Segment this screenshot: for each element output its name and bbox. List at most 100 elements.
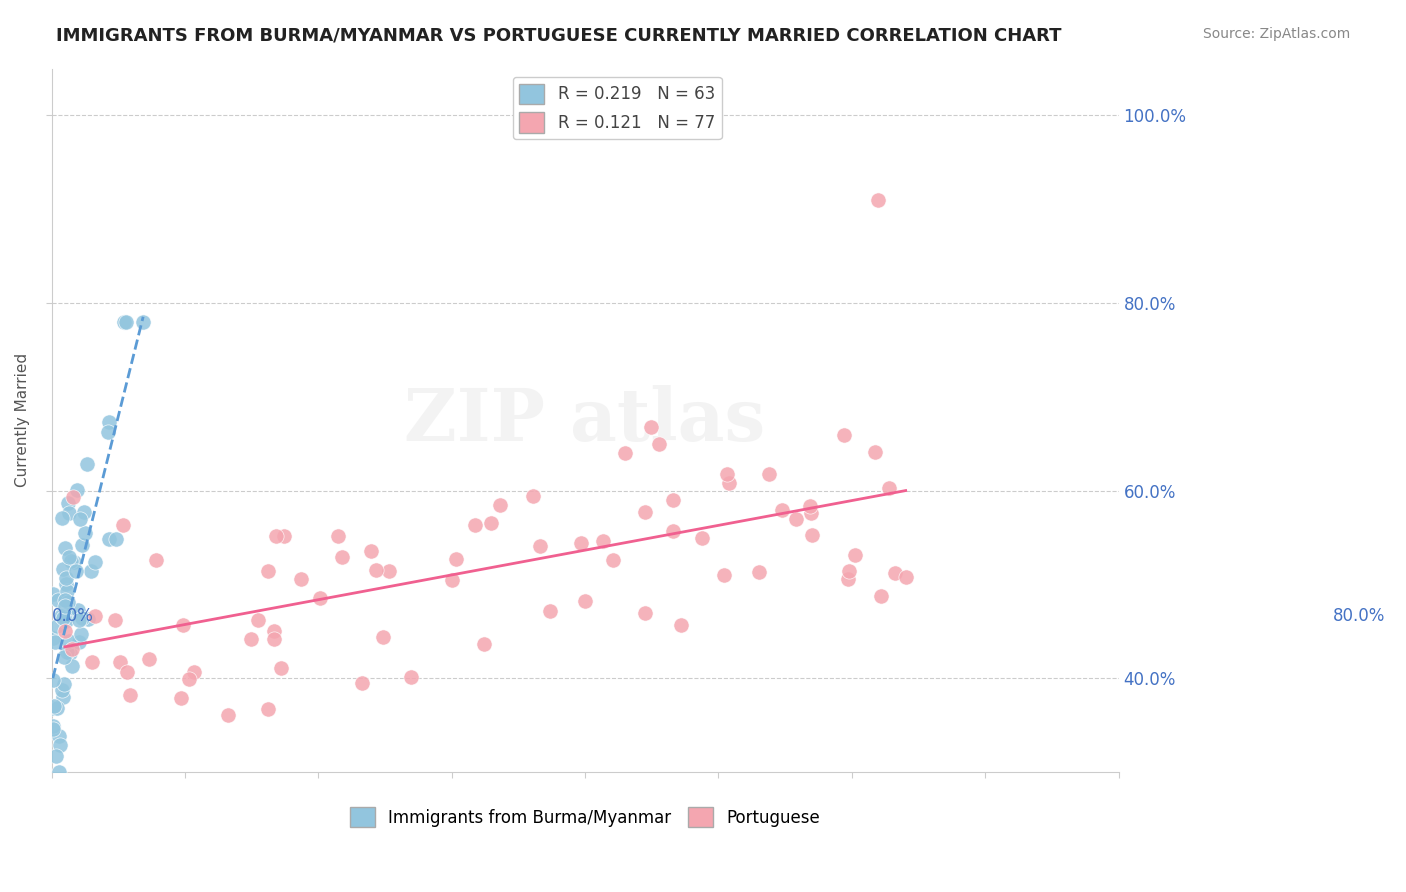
Point	[52, 690, 75, 704]
Point	[662, 493, 685, 508]
Point	[863, 445, 886, 459]
Point	[540, 604, 562, 618]
Point	[647, 437, 669, 451]
Point	[770, 503, 793, 517]
Point	[758, 467, 780, 481]
Point	[145, 553, 167, 567]
Point	[118, 689, 141, 703]
Point	[264, 529, 287, 543]
Point	[97, 425, 120, 439]
Point	[52, 611, 75, 625]
Point	[690, 531, 713, 545]
Point	[263, 624, 285, 638]
Point	[330, 549, 353, 564]
Point	[868, 193, 890, 207]
Text: 0.0%: 0.0%	[52, 607, 93, 624]
Point	[56, 609, 79, 624]
Point	[42, 586, 65, 600]
Point	[44, 634, 66, 648]
Point	[256, 702, 278, 716]
Legend: Immigrants from Burma/Myanmar, Portuguese: Immigrants from Burma/Myanmar, Portugues…	[343, 800, 827, 834]
Point	[55, 541, 77, 555]
Point	[67, 613, 90, 627]
Point	[440, 573, 463, 587]
Point	[713, 568, 735, 582]
Point	[614, 446, 637, 460]
Point	[170, 690, 193, 705]
Point	[55, 571, 77, 585]
Point	[53, 599, 76, 613]
Text: IMMIGRANTS FROM BURMA/MYANMAR VS PORTUGUESE CURRENTLY MARRIED CORRELATION CHART: IMMIGRANTS FROM BURMA/MYANMAR VS PORTUGU…	[56, 27, 1062, 45]
Point	[104, 613, 127, 627]
Point	[46, 619, 69, 633]
Point	[172, 618, 194, 632]
Point	[45, 748, 67, 763]
Point	[42, 699, 65, 714]
Point	[55, 576, 77, 591]
Point	[373, 630, 395, 644]
Point	[592, 533, 614, 548]
Point	[83, 609, 105, 624]
Point	[73, 505, 96, 519]
Point	[60, 642, 83, 657]
Point	[46, 592, 69, 607]
Point	[42, 722, 65, 736]
Point	[463, 518, 485, 533]
Point	[98, 415, 121, 429]
Point	[366, 563, 388, 577]
Point	[58, 550, 80, 565]
Point	[479, 516, 502, 530]
Point	[273, 529, 295, 543]
Point	[70, 610, 93, 624]
Point	[800, 528, 823, 542]
Point	[46, 701, 69, 715]
Point	[602, 553, 624, 567]
Point	[104, 532, 127, 546]
Point	[79, 564, 101, 578]
Point	[884, 566, 907, 580]
Point	[98, 533, 121, 547]
Point	[115, 665, 138, 680]
Point	[84, 555, 107, 569]
Point	[42, 631, 65, 645]
Point	[112, 315, 135, 329]
Point	[66, 483, 89, 497]
Point	[65, 565, 87, 579]
Point	[132, 315, 155, 329]
Point	[48, 729, 70, 743]
Point	[76, 612, 98, 626]
Point	[263, 632, 285, 646]
Point	[671, 618, 693, 632]
Point	[115, 315, 138, 329]
Point	[247, 613, 270, 627]
Point	[42, 673, 65, 687]
Point	[58, 506, 80, 520]
Point	[53, 677, 76, 691]
Point	[377, 564, 399, 578]
Point	[569, 536, 592, 550]
Point	[48, 738, 70, 752]
Point	[488, 498, 510, 512]
Point	[894, 570, 917, 584]
Y-axis label: Currently Married: Currently Married	[15, 353, 30, 487]
Point	[82, 655, 104, 669]
Point	[177, 672, 200, 686]
Point	[62, 555, 84, 569]
Point	[110, 656, 132, 670]
Point	[640, 419, 662, 434]
Point	[42, 719, 65, 733]
Point	[834, 428, 856, 442]
Point	[58, 496, 80, 510]
Point	[717, 475, 740, 490]
Point	[270, 660, 292, 674]
Point	[56, 595, 79, 609]
Point	[529, 539, 551, 553]
Point	[877, 481, 900, 495]
Point	[256, 564, 278, 578]
Point	[53, 649, 76, 664]
Point	[661, 524, 683, 538]
Point	[360, 544, 382, 558]
Text: Source: ZipAtlas.com: Source: ZipAtlas.com	[1202, 27, 1350, 41]
Point	[72, 538, 94, 552]
Point	[111, 518, 134, 533]
